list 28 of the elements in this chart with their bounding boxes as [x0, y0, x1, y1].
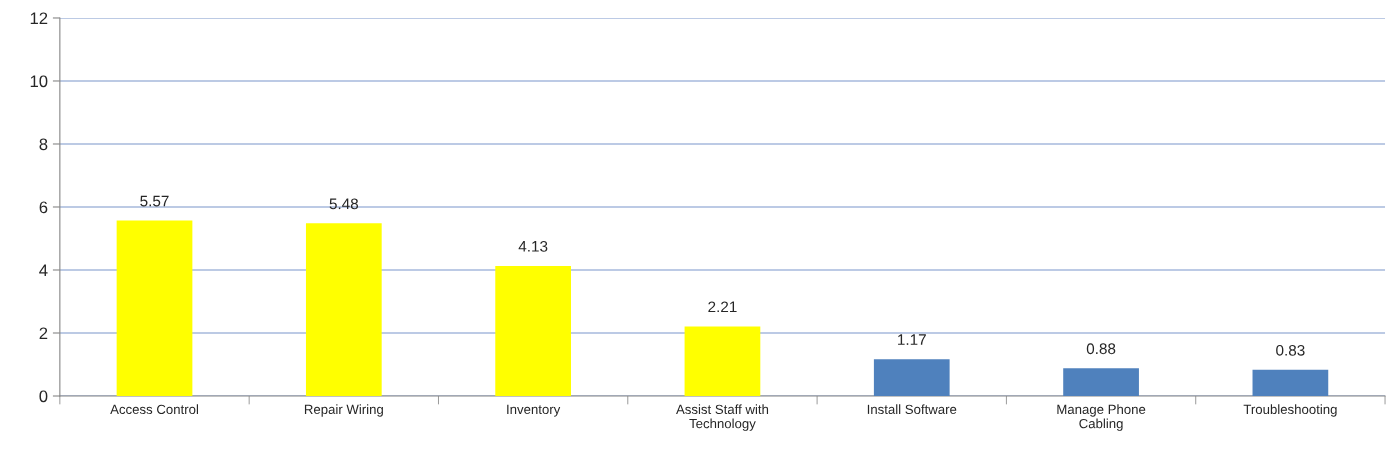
bar — [116, 220, 193, 396]
y-tick-label: 2 — [39, 327, 48, 340]
y-tick-label: 0 — [39, 390, 48, 403]
data-label: 1.17 — [898, 334, 926, 345]
y-tick-label: 10 — [30, 75, 48, 88]
data-label: 0.88 — [1086, 343, 1116, 355]
data-label: 5.48 — [329, 198, 359, 210]
x-tick-label: Access Control — [110, 404, 198, 415]
bar — [495, 265, 571, 396]
y-tick-label: 4 — [39, 264, 48, 277]
bar — [1063, 368, 1139, 396]
y-tick-label: 8 — [39, 138, 48, 151]
data-label: 5.57 — [140, 195, 169, 207]
y-tick-label: 12 — [30, 12, 48, 25]
data-label: 2.21 — [708, 301, 737, 313]
x-tick-label: Assist Staff with Technology — [676, 404, 769, 431]
data-label: 4.13 — [518, 240, 548, 252]
data-label: 0.83 — [1276, 344, 1305, 356]
bar — [873, 359, 950, 396]
bar — [684, 326, 761, 396]
y-tick-label: 6 — [39, 201, 48, 214]
x-tick-label: Troubleshooting — [1243, 404, 1337, 417]
bar — [1252, 369, 1329, 396]
bar — [305, 223, 382, 396]
x-tick-label: Inventory — [507, 404, 561, 417]
x-tick-label: Install Software — [867, 404, 957, 415]
x-tick-label: Repair Wiring — [304, 404, 383, 417]
x-tick-label: Manage Phone Cabling — [1057, 404, 1146, 431]
